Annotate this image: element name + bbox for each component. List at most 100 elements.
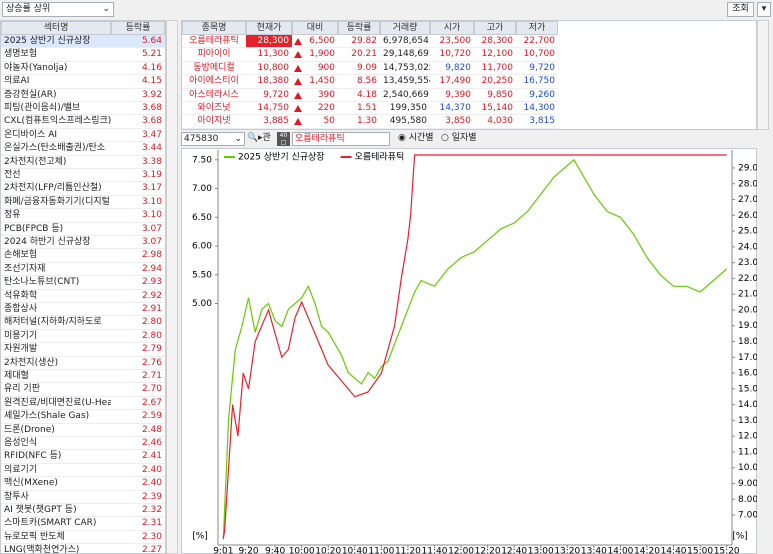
y-unit: [%] — [192, 532, 208, 542]
menu-button[interactable]: ▾ — [757, 2, 771, 17]
stock-name: 오름테라퓨틱 — [182, 35, 246, 49]
x-tick-label: 13:20 — [554, 547, 580, 554]
stock-value: 14,750 — [246, 102, 292, 116]
sector-name: 창투사 — [1, 491, 111, 504]
scrollbar[interactable] — [166, 20, 178, 554]
stock-value: 3,815 — [516, 115, 558, 129]
stock-value: 1,450 — [292, 75, 338, 89]
sector-change: 2.46 — [111, 437, 165, 451]
stock-value: 20,250 — [474, 75, 516, 89]
x-tick-label: 11:20 — [395, 547, 421, 554]
stock-value: 8.56 — [338, 75, 380, 89]
sector-change: 5.64 — [111, 35, 165, 49]
sector-change: 2.98 — [111, 249, 165, 263]
column-header: 종목명 — [182, 21, 246, 35]
y2-tick-label: 23.00 — [738, 258, 757, 268]
column-header: 섹터명 — [1, 21, 111, 35]
y2-tick-label: 13.00 — [738, 416, 757, 426]
sector-change: 3.07 — [111, 223, 165, 236]
up-arrow — [294, 105, 302, 112]
y-tick-label: 7.50 — [192, 155, 212, 165]
sector-name: 제대혈 — [1, 370, 111, 384]
x-tick-label: 12:40 — [501, 547, 527, 554]
stock-value: 6,500 — [292, 35, 338, 49]
column-header: 저가 — [516, 21, 558, 35]
sector-name: 종합상사 — [1, 303, 111, 317]
stock-name-field: 오름테라퓨틱 — [292, 132, 390, 146]
chart: 5.00 5.50 6.00 6.50 7.00 7.50 7.00 8.00 9.00 10.0… — [181, 148, 757, 554]
up-arrow — [294, 38, 302, 45]
stock-value: 12,100 — [474, 48, 516, 62]
legend-label: 오름테라퓨틱 — [355, 151, 405, 163]
up-arrow — [294, 64, 302, 72]
stock-name: 피아이이 — [182, 48, 246, 62]
radio-time[interactable]: ◉ 시간별 — [398, 133, 434, 143]
stock-value: 9,850 — [474, 89, 516, 102]
x-tick-label: 10:40 — [342, 547, 368, 554]
chart-frame — [181, 148, 757, 554]
x-tick-label: 13:40 — [581, 547, 607, 554]
stock-table: 종목명 현재가 대비 등락률 거래량 시가 고가 저가 오름테라퓨틱 28,300 6,500 29.… — [181, 20, 757, 130]
stock-value: 4,030 — [474, 115, 516, 129]
sector-change: 2.41 — [111, 450, 165, 464]
x-tick-label: 14:00 — [607, 547, 633, 554]
y2-tick-label: 21.00 — [738, 290, 757, 300]
stock-value: 10,800 — [246, 62, 292, 76]
y2-tick-label: 8.00 — [738, 495, 757, 505]
sector-change: 2.71 — [111, 370, 165, 384]
sector-change: 3.47 — [111, 129, 165, 143]
sector-name: 2차전지(전고체) — [1, 156, 111, 169]
icon[interactable]: ▸관 — [258, 133, 271, 143]
search-button[interactable]: 조회 — [727, 2, 754, 17]
up-arrow — [294, 118, 302, 126]
y2-tick-label: 18.00 — [738, 337, 757, 347]
y2-tick-label: 12.00 — [738, 432, 757, 442]
sector-name: 피팅(관이음쇠)/밸브 — [1, 102, 111, 116]
stock-value: 11,300 — [246, 48, 292, 62]
column-header: 고가 — [474, 21, 516, 35]
y2-tick-label: 19.00 — [738, 321, 757, 331]
icon[interactable]: 40 □ — [277, 132, 290, 146]
sector-change: 2.67 — [111, 397, 165, 411]
stock-value: 14,300 — [516, 102, 558, 116]
column-header: 등락률 — [111, 21, 165, 35]
stock-value: 390 — [292, 89, 338, 102]
radio-label: 시간별 — [408, 133, 434, 143]
column-header: 현재가 — [246, 21, 292, 35]
sector-change: 4.15 — [111, 75, 165, 89]
code-input[interactable]: 475830 ⌄ — [181, 132, 245, 146]
scrollbar[interactable] — [757, 20, 769, 130]
filter-select[interactable]: 상승률 상위 ⌄ — [2, 2, 114, 17]
search-icon[interactable]: 🔍 — [247, 133, 257, 143]
stock-value: 495,580 — [380, 115, 430, 129]
y-tick-label: 5.50 — [192, 270, 212, 280]
legend-label: 2025 상반기 신규상장 — [238, 152, 325, 163]
stock-value: 50 — [292, 115, 338, 129]
sector-name: 화폐/금융자동화기기(디지털 — [1, 196, 111, 210]
stock-value: 15,140 — [474, 102, 516, 116]
y2-tick-label: 14.00 — [738, 400, 757, 410]
stock-value: 10,700 — [516, 48, 558, 62]
radio-day[interactable]: ○ 일자별 — [441, 133, 477, 143]
stock-value: 199,350 — [380, 102, 430, 116]
sector-change: 3.44 — [111, 142, 165, 156]
stock-value: 22,700 — [516, 35, 558, 49]
stock-name: 와이즈넛 — [182, 102, 246, 116]
sector-change: 4.16 — [111, 62, 165, 76]
stock-value: 16,750 — [516, 75, 558, 89]
y2-tick-label: 28.00 — [738, 179, 757, 189]
sector-change: 2.59 — [111, 410, 165, 424]
sector-name: 전선 — [1, 169, 111, 183]
sector-name: 손해보험 — [1, 249, 111, 263]
up-arrow — [294, 51, 302, 59]
up-arrow — [294, 91, 302, 99]
column-header: 시가 — [430, 21, 474, 35]
y2-tick-label: 16.00 — [738, 369, 757, 379]
sector-name: 뉴로모픽 반도체 — [1, 531, 111, 545]
sector-name: 증강현실(AR) — [1, 89, 111, 102]
column-header: 대비 — [292, 21, 338, 35]
y2-tick-label: 22.00 — [738, 274, 757, 284]
stock-value: 1.51 — [338, 102, 380, 116]
x-tick-label: 9:40 — [265, 547, 285, 554]
